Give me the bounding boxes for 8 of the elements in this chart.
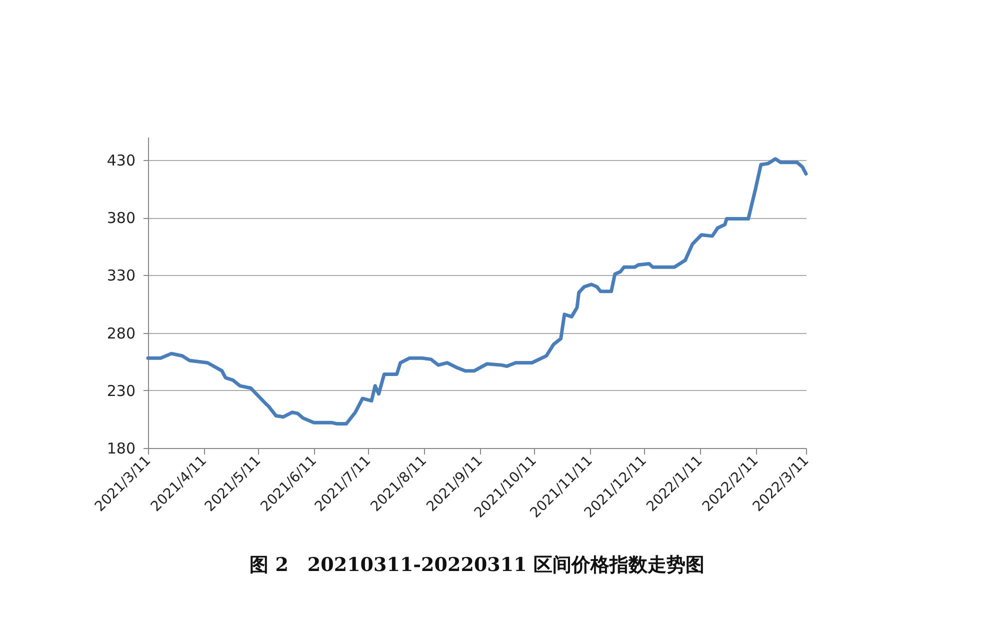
y-tick-label: 180: [106, 440, 136, 458]
line-series: [146, 157, 808, 426]
y-tick-label: 330: [106, 266, 136, 285]
y-tick-label: 280: [106, 324, 136, 342]
text: 图 2 20210311-20220311 区间价格指数走势图: [250, 554, 704, 576]
y-tick-label: 230: [106, 382, 136, 400]
y-tick-label: 380: [106, 209, 136, 228]
y-tick-label: 430: [106, 152, 136, 170]
